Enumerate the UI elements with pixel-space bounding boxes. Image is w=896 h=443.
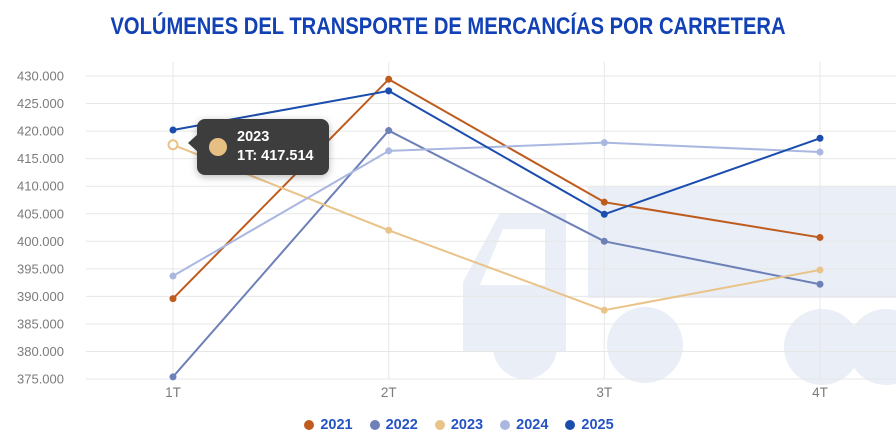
data-point-2023[interactable]: [816, 266, 824, 274]
series-line-2025: [172, 89, 821, 216]
y-axis-label: 395.000: [17, 261, 64, 276]
data-point-2022[interactable]: [169, 373, 177, 381]
y-axis-label: 410.000: [17, 179, 64, 194]
legend-label: 2025: [581, 417, 614, 433]
data-point-2025[interactable]: [816, 134, 824, 142]
legend-item-2024[interactable]: 2024: [500, 417, 548, 433]
legend-label: 2023: [450, 417, 484, 433]
y-axis-label: 400.000: [17, 234, 64, 249]
y-axis-label: 385.000: [17, 316, 64, 331]
legend-item-2023[interactable]: 2023: [434, 417, 484, 433]
data-point-2022[interactable]: [816, 280, 824, 288]
tooltip-value: 1T: 417.514: [237, 148, 314, 164]
data-point-2024[interactable]: [816, 148, 824, 156]
series-line-2024: [172, 141, 821, 277]
y-axis-label: 430.000: [17, 69, 64, 84]
data-point-2025[interactable]: [385, 87, 393, 95]
x-axis-label: 1T: [165, 385, 181, 400]
y-axis-labels: 430.000 425.000 420.000 415.000 410.000 405.0…: [17, 69, 64, 387]
series-line-2022: [172, 129, 821, 378]
data-point-2024[interactable]: [600, 139, 608, 147]
x-axis-label: 2T: [381, 385, 397, 400]
legend-marker-2023-icon: [434, 420, 445, 430]
truck-watermark-icon: [463, 186, 896, 385]
legend-marker-2025-icon: [565, 420, 576, 430]
series-line-2021: [172, 78, 821, 300]
x-axis-label: 3T: [596, 385, 612, 400]
legend-marker-2024-icon: [500, 420, 511, 430]
x-axis-labels: 1T 2T 3T 4T: [165, 385, 828, 400]
legend-marker-2021-icon: [304, 420, 315, 430]
legend: 2021 2022 2023 2024 2025: [22, 417, 896, 433]
data-point-2022[interactable]: [385, 127, 393, 135]
legend-item-2022[interactable]: 2022: [369, 417, 418, 433]
y-axis-label: 390.000: [17, 289, 64, 304]
tooltip-series-name: 2023: [237, 129, 270, 145]
y-axis-label: 425.000: [17, 96, 64, 111]
data-point-2021[interactable]: [169, 295, 177, 303]
data-point-2021[interactable]: [816, 233, 824, 241]
x-axis-label: 4T: [812, 385, 828, 400]
tooltip-series-marker-icon: [209, 138, 227, 156]
chart-plot-area: 430.000 425.000 420.000 415.000 410.000 405.0…: [17, 62, 896, 400]
data-point-2023-highlighted[interactable]: [167, 139, 179, 151]
series-lines: [172, 78, 821, 378]
data-point-2024[interactable]: [385, 147, 393, 155]
legend-item-2025[interactable]: 2025: [565, 417, 614, 433]
data-point-2025[interactable]: [169, 126, 177, 134]
data-point-2021[interactable]: [385, 75, 393, 83]
tooltip: 2023 1T: 417.514: [188, 119, 329, 175]
y-axis-label: 375.000: [17, 372, 64, 387]
series-line-2023: [172, 143, 821, 312]
data-point-2021[interactable]: [600, 198, 608, 206]
y-axis-label: 405.000: [17, 206, 64, 221]
legend-marker-2022-icon: [369, 420, 380, 430]
data-point-2023[interactable]: [600, 306, 608, 314]
y-axis-label: 415.000: [17, 151, 64, 166]
legend-label: 2024: [516, 417, 549, 433]
legend-item-2021[interactable]: 2021: [304, 417, 353, 433]
data-point-2024[interactable]: [169, 272, 177, 280]
data-point-2022[interactable]: [600, 237, 608, 245]
y-axis-label: 420.000: [17, 124, 64, 139]
data-points: [167, 75, 824, 381]
chart-title: VOLÚMENES DEL TRANSPORTE DE MERCANCÍAS P…: [110, 13, 786, 40]
legend-label: 2022: [385, 417, 418, 433]
data-point-2025[interactable]: [600, 210, 608, 218]
y-axis-label: 380.000: [17, 344, 64, 359]
tooltip-arrow-icon: [188, 134, 198, 152]
data-point-2023[interactable]: [385, 226, 393, 234]
legend-label: 2021: [320, 417, 353, 433]
